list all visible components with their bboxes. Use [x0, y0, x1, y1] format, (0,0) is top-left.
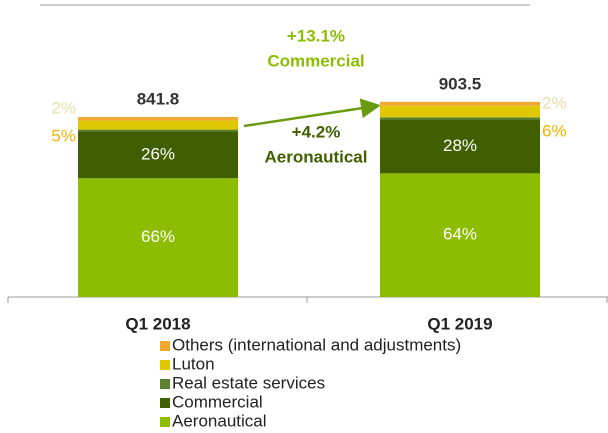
- annotation: Commercial: [267, 51, 364, 70]
- legend-swatch: [160, 341, 170, 351]
- value-label: 28%: [443, 136, 477, 155]
- legend-label: Luton: [172, 354, 215, 373]
- value-label: 2%: [542, 93, 567, 112]
- value-label: 26%: [141, 144, 175, 163]
- legend-swatch: [160, 379, 170, 389]
- x-tick-label: Q1 2018: [125, 314, 190, 333]
- annotation: +13.1%: [287, 26, 345, 45]
- legend-swatch: [160, 417, 170, 427]
- annotation: +4.2%: [292, 122, 341, 141]
- bar-segment: [380, 117, 540, 120]
- value-label: 5%: [51, 126, 76, 145]
- x-tick-label: Q1 2019: [427, 314, 492, 333]
- bar-segment: [78, 129, 238, 132]
- bar-segment: [380, 173, 540, 297]
- legend-swatch: [160, 360, 170, 370]
- legend-label: Commercial: [172, 392, 263, 411]
- growth-arrow: [243, 98, 381, 128]
- bar-segment: [78, 131, 238, 179]
- value-label: 6%: [542, 121, 567, 140]
- annotation: Aeronautical: [265, 147, 368, 166]
- legend-label: Aeronautical: [172, 411, 267, 430]
- value-label: 2%: [51, 98, 76, 117]
- total-label: 903.5: [439, 74, 482, 93]
- legend-label: Others (international and adjustments): [172, 335, 461, 354]
- total-label: 841.8: [137, 89, 180, 108]
- bar-segment: [380, 119, 540, 174]
- value-label: 66%: [141, 227, 175, 246]
- legend-label: Real estate services: [172, 373, 325, 392]
- bar-segment: [380, 105, 540, 118]
- value-label: 64%: [443, 225, 477, 244]
- bar-segment: [78, 178, 238, 297]
- bar-segment: [78, 117, 238, 121]
- bar-segment: [380, 101, 540, 106]
- bar-segment: [78, 120, 238, 130]
- legend-swatch: [160, 398, 170, 408]
